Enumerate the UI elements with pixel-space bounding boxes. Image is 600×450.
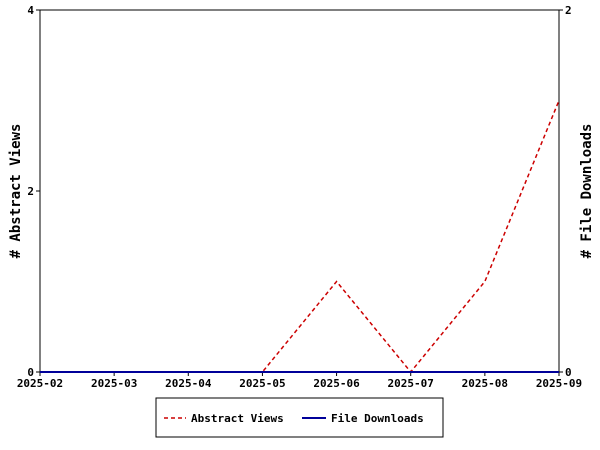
legend-label-abstract-views: Abstract Views: [191, 412, 284, 425]
y-tick-label-left: 0: [27, 366, 34, 379]
x-tick-label: 2025-09: [536, 377, 582, 390]
y-tick-label-left: 2: [27, 185, 34, 198]
x-tick-label: 2025-04: [165, 377, 212, 390]
x-tick-label: 2025-02: [17, 377, 63, 390]
y-tick-label-right: 2: [565, 4, 572, 17]
x-tick-label: 2025-06: [313, 377, 360, 390]
y-axis-title-right: # File Downloads: [579, 124, 595, 259]
plot-area: [39, 9, 560, 373]
legend-box: [155, 397, 444, 438]
x-tick-label: 2025-08: [462, 377, 508, 390]
x-tick-label: 2025-05: [239, 377, 285, 390]
legend: Abstract Views File Downloads: [155, 397, 444, 438]
x-tick-label: 2025-07: [388, 377, 434, 390]
legend-label-file-downloads: File Downloads: [331, 412, 424, 425]
x-tick-label: 2025-03: [91, 377, 137, 390]
y-tick-label-left: 4: [27, 4, 34, 17]
y-tick-label-right: 0: [565, 366, 572, 379]
series-layer: [40, 100, 560, 374]
y-axis-title-left: # Abstract Views: [8, 124, 24, 259]
